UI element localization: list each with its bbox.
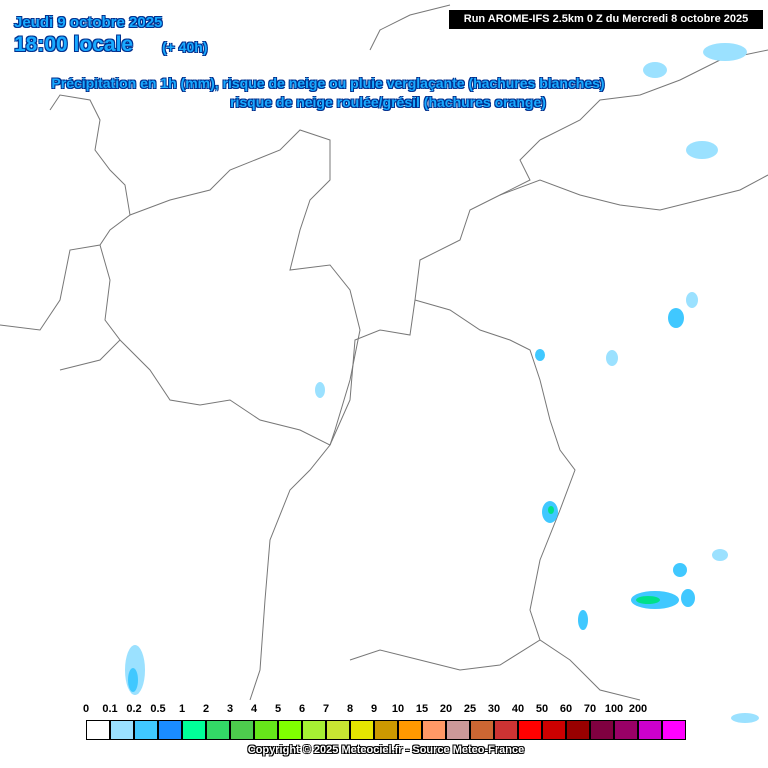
subtitle: Précipitation en 1h (mm), risque de neig… bbox=[51, 75, 605, 91]
legend-swatch bbox=[446, 720, 470, 740]
legend-label: 60 bbox=[559, 703, 573, 715]
precipitation bbox=[125, 43, 759, 723]
legend-label: 1 bbox=[178, 703, 186, 715]
legend-label: 20 bbox=[439, 703, 453, 715]
legend-label: 3 bbox=[226, 703, 234, 715]
legend-swatch bbox=[638, 720, 662, 740]
legend-swatch bbox=[590, 720, 614, 740]
legend-label: 7 bbox=[322, 703, 330, 715]
legend-swatch bbox=[398, 720, 422, 740]
legend-swatch bbox=[614, 720, 638, 740]
legend-label: 40 bbox=[511, 703, 525, 715]
color-legend: 0 0.1 0.2 0.5 1 2 3 4 5 6 7 8 9 10 15 20 25 30 40 50 60 70 100… bbox=[82, 703, 686, 743]
legend-swatch bbox=[86, 720, 110, 740]
lead-time: (+ 40h) bbox=[162, 39, 208, 55]
legend-swatch bbox=[182, 720, 206, 740]
forecast-date: Jeudi 9 octobre 2025 bbox=[14, 14, 163, 31]
legend-swatch bbox=[254, 720, 278, 740]
legend-label: 200 bbox=[628, 703, 648, 715]
legend-label: 5 bbox=[274, 703, 282, 715]
legend-label: 50 bbox=[535, 703, 549, 715]
legend-swatch bbox=[302, 720, 326, 740]
legend-label: 0.5 bbox=[150, 703, 166, 715]
copyright: Copyright © 2025 Meteociel.fr - Source M… bbox=[247, 744, 525, 756]
legend-label: 0 bbox=[82, 703, 90, 715]
legend-label: 15 bbox=[415, 703, 429, 715]
legend-swatch bbox=[566, 720, 590, 740]
forecast-hour: 18:00 locale bbox=[14, 33, 134, 56]
legend-label: 30 bbox=[487, 703, 501, 715]
legend-swatch bbox=[518, 720, 542, 740]
legend-swatch bbox=[542, 720, 566, 740]
legend-label: 9 bbox=[370, 703, 378, 715]
legend-swatch bbox=[662, 720, 686, 740]
legend-swatch bbox=[422, 720, 446, 740]
legend-swatch bbox=[494, 720, 518, 740]
legend-label: 25 bbox=[463, 703, 477, 715]
legend-swatch bbox=[326, 720, 350, 740]
legend-label: 8 bbox=[346, 703, 354, 715]
legend-swatch bbox=[470, 720, 494, 740]
legend-label: 10 bbox=[391, 703, 405, 715]
legend-swatch bbox=[278, 720, 302, 740]
borders bbox=[0, 4, 768, 701]
legend-label: 0.2 bbox=[126, 703, 142, 715]
legend-swatch bbox=[158, 720, 182, 740]
legend-label: 0.1 bbox=[102, 703, 118, 715]
legend-swatch bbox=[374, 720, 398, 740]
legend-swatch bbox=[110, 720, 134, 740]
legend-swatch bbox=[206, 720, 230, 740]
legend-swatch bbox=[134, 720, 158, 740]
legend-swatch bbox=[230, 720, 254, 740]
subtitle: risque de neige roulée/grésil (hachures … bbox=[230, 94, 546, 110]
legend-label: 4 bbox=[250, 703, 258, 715]
run-label: Run AROME-IFS 2.5km 0 Z du Mercredi 8 oc… bbox=[449, 10, 763, 29]
legend-label: 100 bbox=[604, 703, 624, 715]
legend-label: 2 bbox=[202, 703, 210, 715]
legend-swatch bbox=[350, 720, 374, 740]
legend-label: 70 bbox=[583, 703, 597, 715]
legend-label: 6 bbox=[298, 703, 306, 715]
